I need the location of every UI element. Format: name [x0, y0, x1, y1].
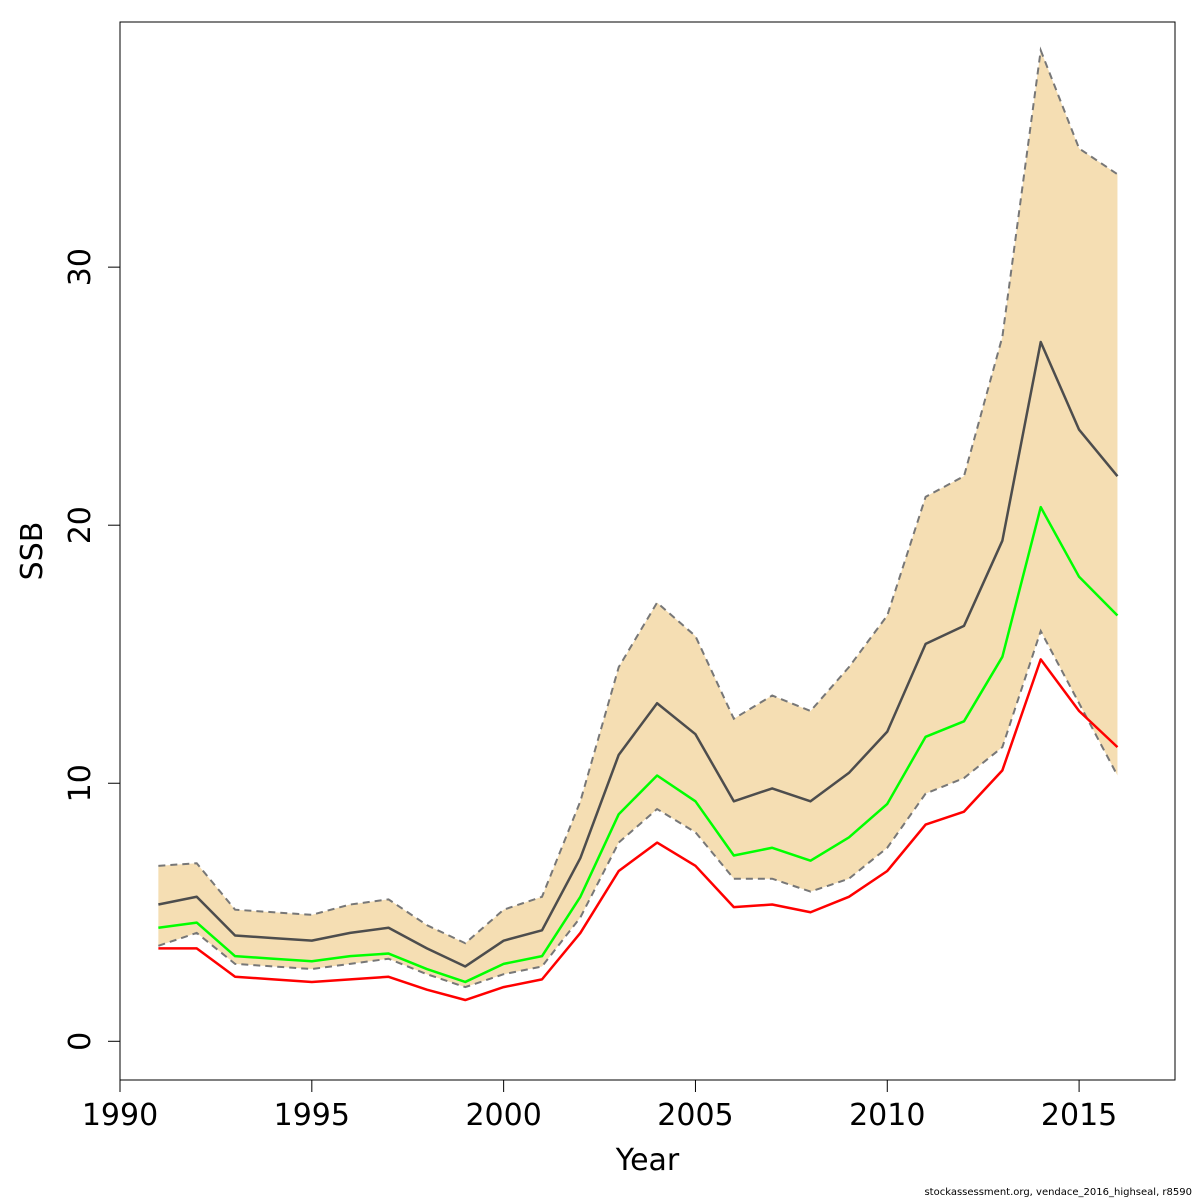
red-line [158, 658, 1119, 1002]
x-tick-label: 2015 [1041, 1098, 1117, 1133]
confidence-band [158, 50, 1118, 988]
x-axis: 1990 1995 2000 2005 2010 2015 [82, 1079, 1117, 1133]
estimate-line [158, 340, 1119, 968]
lower-bound-line [158, 628, 1119, 989]
x-tick-label: 2010 [849, 1098, 925, 1133]
x-tick-label: 2000 [465, 1098, 541, 1133]
series-layer [158, 340, 1119, 1002]
x-tick-label: 2005 [657, 1098, 733, 1133]
confidence-band-layer [158, 46, 1119, 989]
y-tick-label: 20 [63, 506, 98, 544]
x-tick-label: 1995 [274, 1098, 350, 1133]
x-tick-label: 1990 [82, 1098, 158, 1133]
x-axis-title: Year [615, 1143, 680, 1178]
y-tick-label: 10 [63, 764, 98, 802]
green-line [158, 505, 1119, 984]
y-tick-label: 0 [63, 1032, 98, 1051]
y-axis-title: SSB [15, 522, 50, 581]
y-axis: 0 10 20 30 [63, 248, 121, 1051]
upper-bound-line [158, 46, 1119, 945]
y-tick-label: 30 [63, 248, 98, 286]
source-caption: stockassessment.org, vendace_2016_highse… [924, 1187, 1192, 1198]
